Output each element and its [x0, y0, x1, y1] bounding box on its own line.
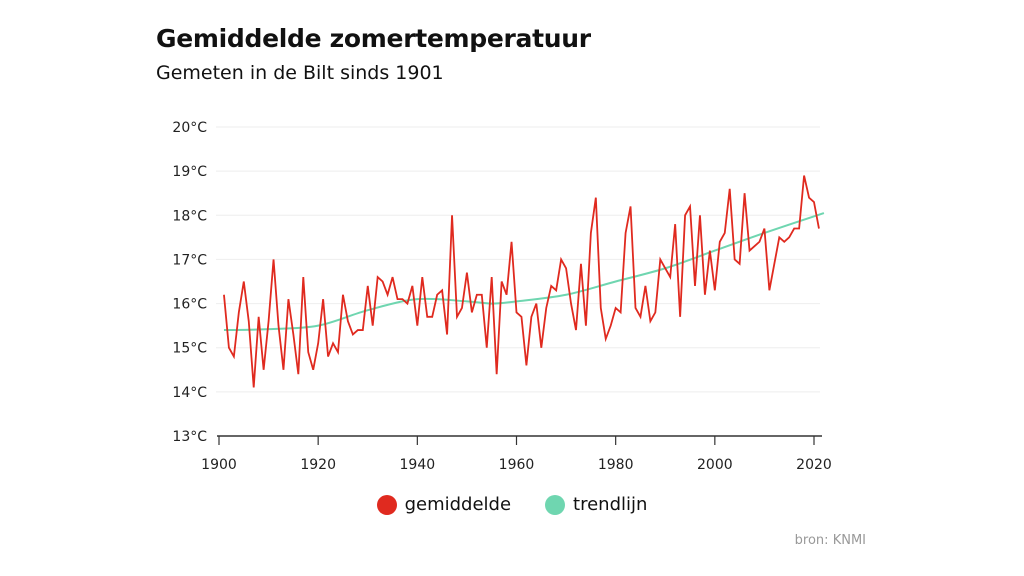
x-tick-label: 1900 — [201, 457, 237, 473]
x-tick-label: 1920 — [300, 457, 336, 473]
series-gemiddelde — [223, 175, 820, 388]
y-tick-label: 16°C — [172, 297, 207, 313]
y-tick-label: 15°C — [172, 341, 207, 357]
legend: gemiddelde trendlijn — [0, 494, 1024, 515]
y-tick-label: 17°C — [172, 252, 207, 268]
legend-label: gemiddelde — [404, 494, 512, 515]
chart-subtitle: Gemeten in de Bilt sinds 1901 — [156, 62, 444, 84]
x-tick-label: 2020 — [796, 457, 832, 473]
legend-dot-trendlijn — [545, 494, 566, 515]
y-tick-label: 13°C — [172, 429, 207, 445]
legend-dot-gemiddelde — [376, 494, 397, 515]
legend-item-trendlijn: trendlijn — [545, 494, 647, 515]
series-trendlijn — [223, 212, 825, 332]
source-note: bron: KNMI — [794, 533, 866, 548]
y-tick-label: 18°C — [172, 208, 207, 224]
chart-title: Gemiddelde zomertemperatuur — [156, 24, 591, 53]
x-tick-label: 1960 — [499, 457, 535, 473]
x-tick-label: 1940 — [400, 457, 436, 473]
y-tick-label: 20°C — [172, 120, 207, 136]
y-tick-label: 14°C — [172, 385, 207, 401]
y-tick-label: 19°C — [172, 164, 207, 180]
legend-item-gemiddelde: gemiddelde — [376, 494, 512, 515]
x-tick-label: 2000 — [697, 457, 733, 473]
x-tick-label: 1980 — [598, 457, 634, 473]
legend-label: trendlijn — [573, 494, 648, 515]
